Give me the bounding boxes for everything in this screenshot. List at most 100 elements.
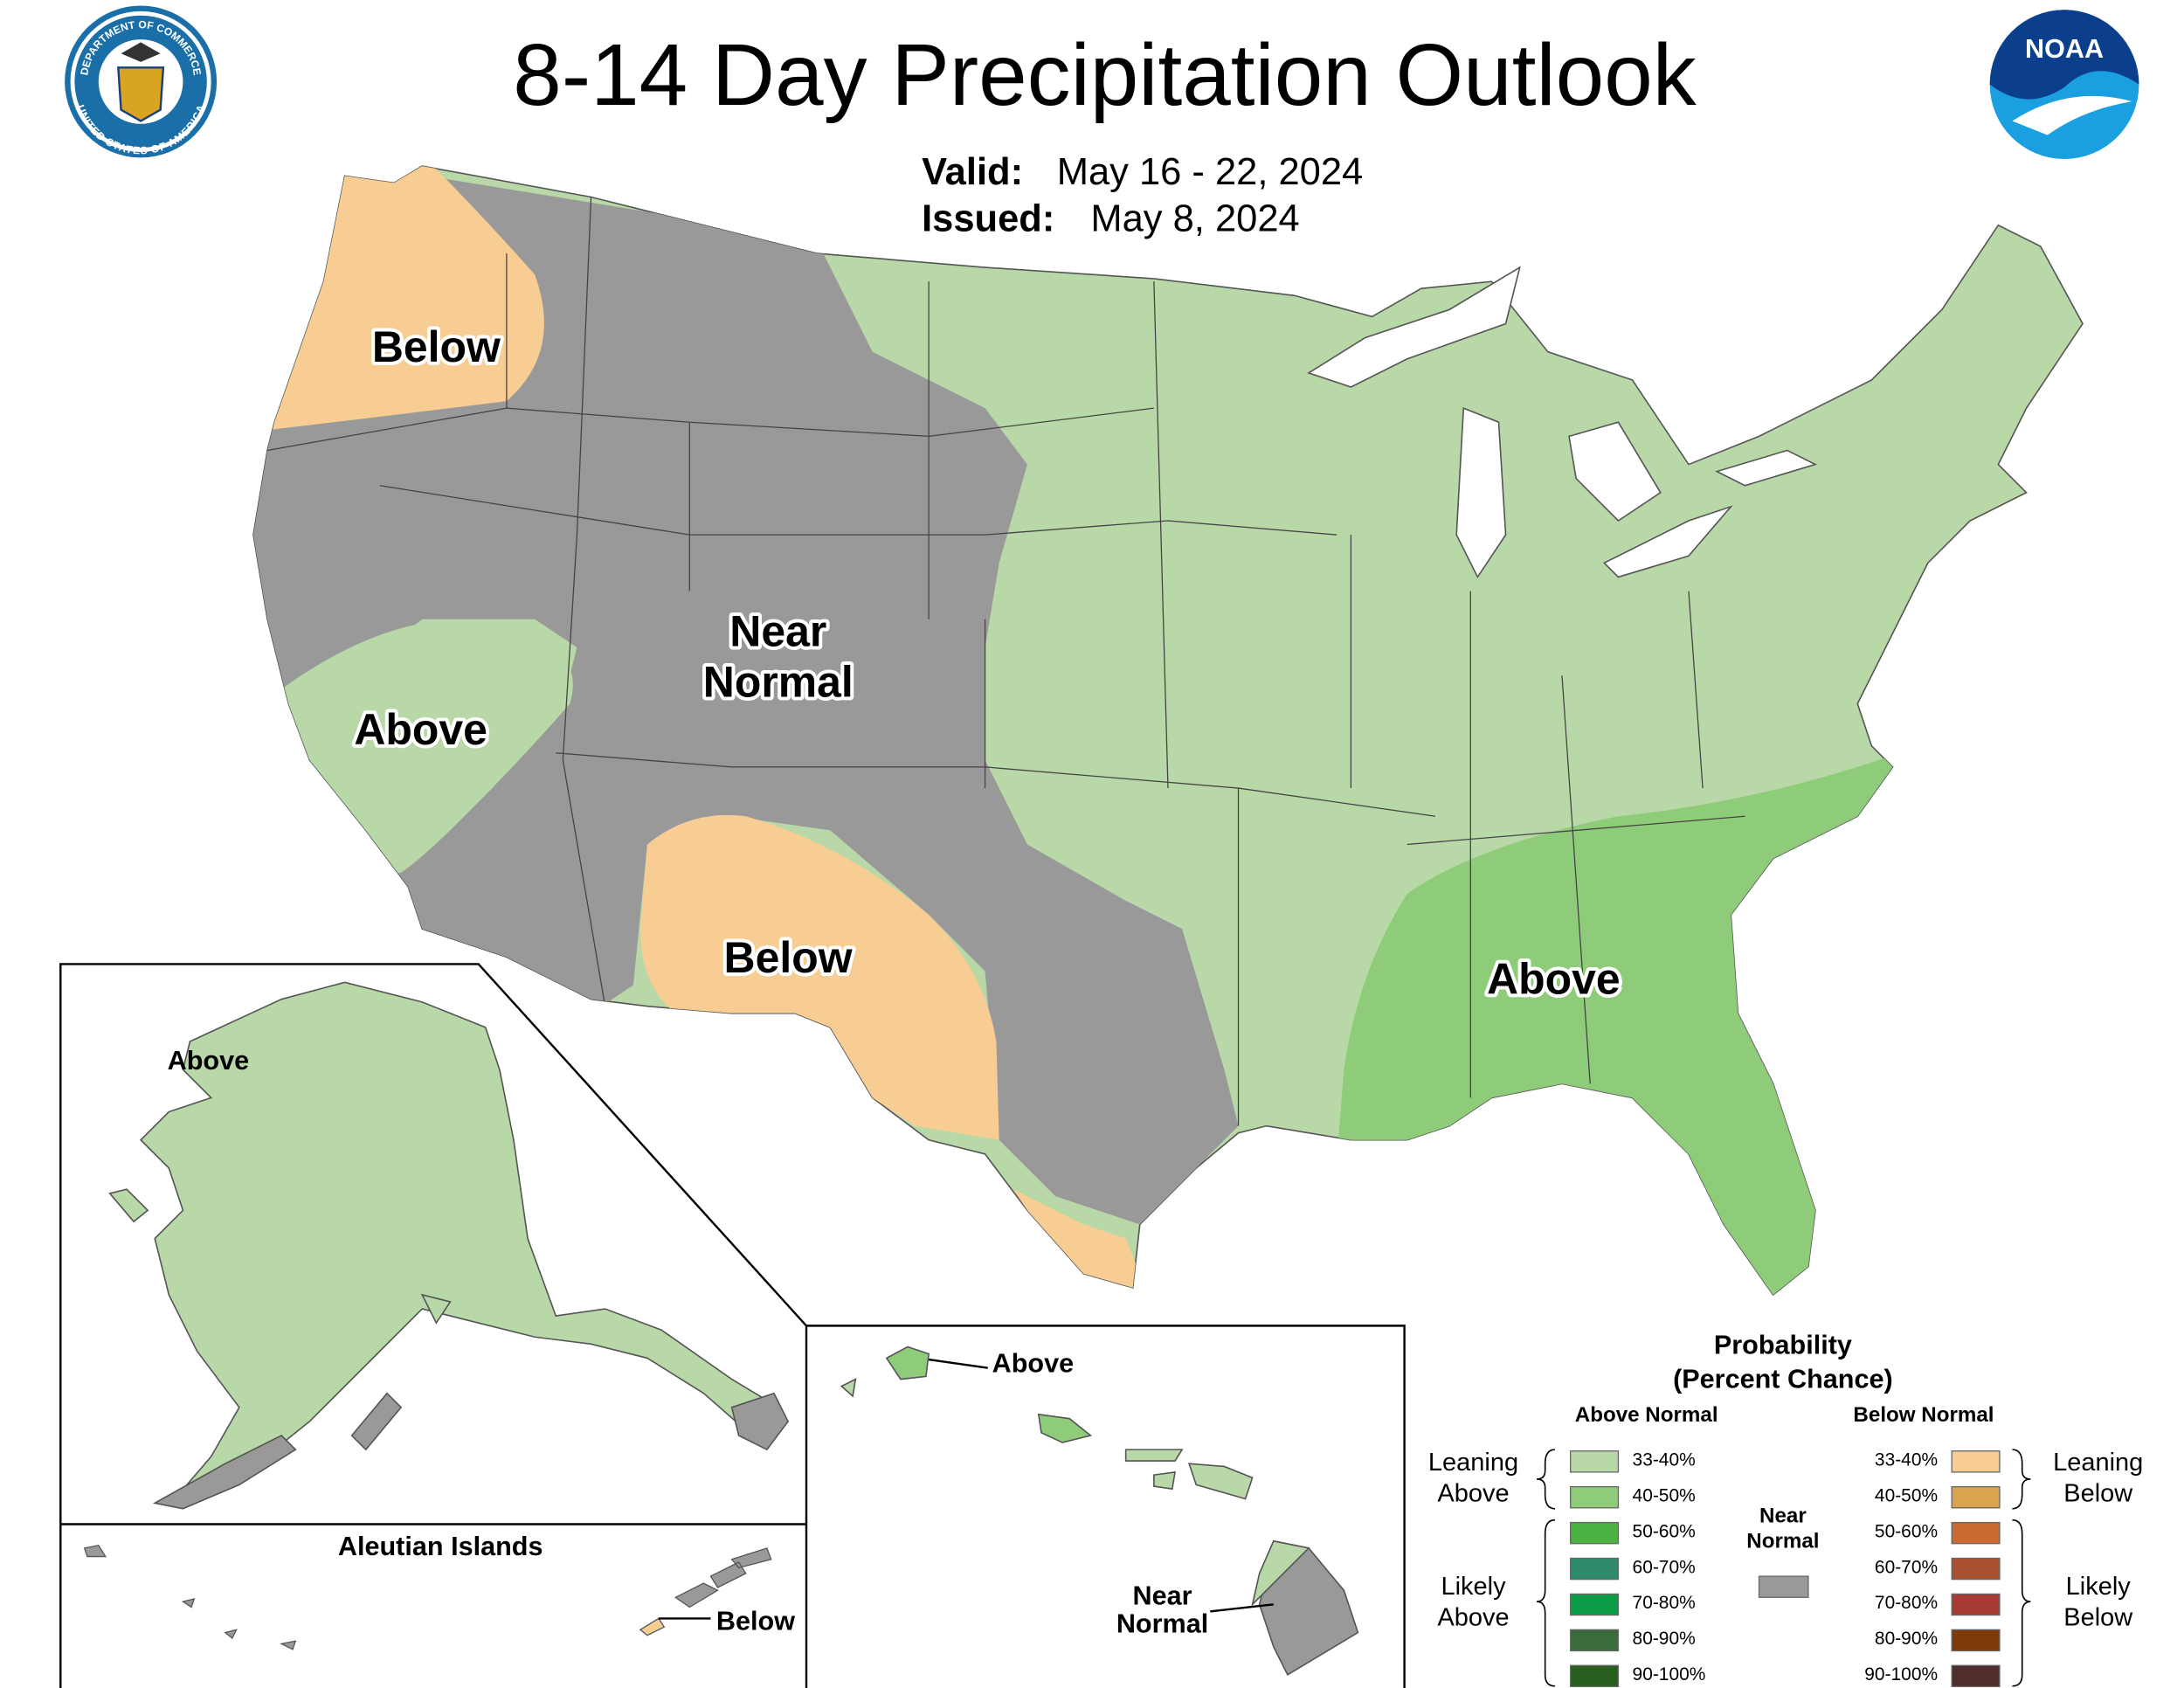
- conus-label-line: Below: [724, 933, 853, 982]
- legend-swatch: [1570, 1664, 1620, 1688]
- hawaii-inset: Above Near Normal: [840, 1346, 1359, 1676]
- big-island-above: [1251, 1539, 1310, 1607]
- conus-label: Below: [372, 322, 501, 371]
- likely-below: Likely Below: [2063, 1573, 2132, 1631]
- aleutian-islands: [83, 1544, 772, 1650]
- alaska-gray: [152, 1392, 790, 1510]
- legend-swatch: [1951, 1593, 2001, 1616]
- alaska-label: Above: [168, 1046, 250, 1076]
- legend-title: (Percent Chance): [1673, 1364, 1893, 1394]
- legend-item-label: 40-50%: [1875, 1485, 1938, 1505]
- hawaii-near-label: Near Normal: [1116, 1581, 1208, 1638]
- alaska-islands: [108, 1188, 452, 1325]
- legend-swatch: [1951, 1450, 2001, 1473]
- lake-erie: [1602, 505, 1733, 578]
- aleutian-inset: Aleutian Islands Below: [83, 1532, 795, 1650]
- legend-swatch: [1570, 1450, 1620, 1473]
- valid-label: Valid:: [922, 151, 1023, 193]
- below-heading: Below Normal: [1853, 1403, 1994, 1427]
- legend-item-label: 33-40%: [1633, 1450, 1696, 1470]
- stx-below-region: [1013, 1189, 1154, 1295]
- legend-item-label: 33-40%: [1875, 1450, 1938, 1470]
- hawaii-near-line: Near: [1133, 1581, 1192, 1610]
- conus-label: Above: [1487, 955, 1621, 1004]
- legend-item-label: 80-90%: [1633, 1629, 1696, 1649]
- near-normal-line: Near: [1759, 1505, 1807, 1528]
- maui-molokai: [1124, 1449, 1254, 1500]
- lake-michigan: [1455, 406, 1507, 579]
- conus-label-line: Above: [354, 705, 487, 754]
- hawaii-near-line: Normal: [1116, 1609, 1208, 1639]
- issued-label: Issued:: [922, 197, 1054, 239]
- lake-ontario: [1715, 449, 1818, 487]
- alaska-inset: Above: [108, 981, 790, 1510]
- valid-dates: May 16 - 22, 2024: [1057, 151, 1364, 193]
- legend-item-label: 90-100%: [1633, 1664, 1706, 1685]
- likely-above-line: Above: [1437, 1603, 1509, 1631]
- leaning-below-line: Below: [2063, 1479, 2132, 1507]
- likely-above: Likely Above: [1437, 1573, 1509, 1631]
- near-normal-line: Normal: [1746, 1530, 1819, 1553]
- legend-swatch: [1758, 1575, 1809, 1598]
- issued-date: May 8, 2024: [1090, 197, 1299, 239]
- legend-braces: [1536, 1449, 2031, 1687]
- commerce-seal: DEPARTMENT OF COMMERCE UNITED STATES OF …: [65, 5, 218, 158]
- lake-huron: [1568, 421, 1662, 522]
- legend-item-label: 50-60%: [1633, 1521, 1696, 1541]
- legend-swatch: [1570, 1593, 1620, 1616]
- conus-label: Above: [354, 705, 487, 754]
- leaning-above-line: Above: [1437, 1479, 1509, 1507]
- noaa-text: NOAA: [2025, 34, 2104, 64]
- kauai: [885, 1346, 930, 1380]
- legend-swatch: [1570, 1629, 1620, 1652]
- title: 8-14 Day Precipitation Outlook: [513, 27, 1697, 124]
- leaning-above-line: Leaning: [1428, 1449, 1518, 1477]
- legend-swatch: [1570, 1521, 1620, 1545]
- above-heading: Above Normal: [1575, 1403, 1718, 1427]
- conus-label: Near Normal: [703, 607, 854, 707]
- state-lines: [266, 197, 1745, 1126]
- legend-item-label: 50-60%: [1875, 1521, 1938, 1541]
- legend-item-label: 70-80%: [1633, 1593, 1696, 1613]
- near-normal-label: Near Normal: [1746, 1505, 1819, 1553]
- lake-superior: [1307, 266, 1521, 388]
- legend-swatch: [1951, 1557, 2001, 1581]
- leader-line: [1210, 1603, 1274, 1613]
- legend-swatch: [1951, 1521, 2001, 1545]
- legend-swatch: [1951, 1629, 2001, 1652]
- conus-label-line: Normal: [703, 658, 854, 707]
- conus-label-line: Below: [372, 322, 501, 371]
- aleutian-below: [639, 1617, 666, 1636]
- noaa-logo: NOAA: [1989, 10, 2139, 160]
- legend-swatch: [1951, 1486, 2001, 1509]
- legend-swatch: [1570, 1557, 1620, 1581]
- conus-label-line: Above: [1487, 955, 1621, 1004]
- legend-item-label: 80-90%: [1875, 1629, 1938, 1649]
- aleutian-label: Below: [716, 1606, 795, 1636]
- legend: Probability (Percent Chance) Above Norma…: [1428, 1331, 2143, 1688]
- legend-item-label: 60-70%: [1875, 1557, 1938, 1577]
- leader-line: [928, 1358, 988, 1369]
- legend-item-label: 60-70%: [1633, 1557, 1696, 1577]
- oahu: [1037, 1413, 1093, 1443]
- legend-title: Probability: [1714, 1331, 1852, 1360]
- alaska-land: [139, 981, 768, 1507]
- legend-item-label: 70-80%: [1875, 1593, 1938, 1613]
- likely-above-line: Likely: [1441, 1573, 1506, 1601]
- conus-label: Below: [724, 933, 853, 982]
- legend-item-label: 90-100%: [1864, 1664, 1938, 1685]
- leaning-below: Leaning Below: [2053, 1449, 2143, 1507]
- legend-item-label: 40-50%: [1633, 1485, 1696, 1505]
- niihau: [840, 1378, 857, 1398]
- conus-label-line: Near: [729, 607, 826, 656]
- likely-below-line: Below: [2063, 1603, 2132, 1631]
- legend-swatch: [1951, 1664, 2001, 1688]
- leaning-above: Leaning Above: [1428, 1449, 1518, 1507]
- hawaii-above-label: Above: [992, 1349, 1075, 1379]
- likely-below-line: Likely: [2066, 1573, 2132, 1601]
- aleutian-title: Aleutian Islands: [338, 1532, 543, 1561]
- sw-below-region: [639, 814, 999, 1140]
- leaning-below-line: Leaning: [2053, 1449, 2143, 1477]
- inset-frames: [59, 963, 1406, 1688]
